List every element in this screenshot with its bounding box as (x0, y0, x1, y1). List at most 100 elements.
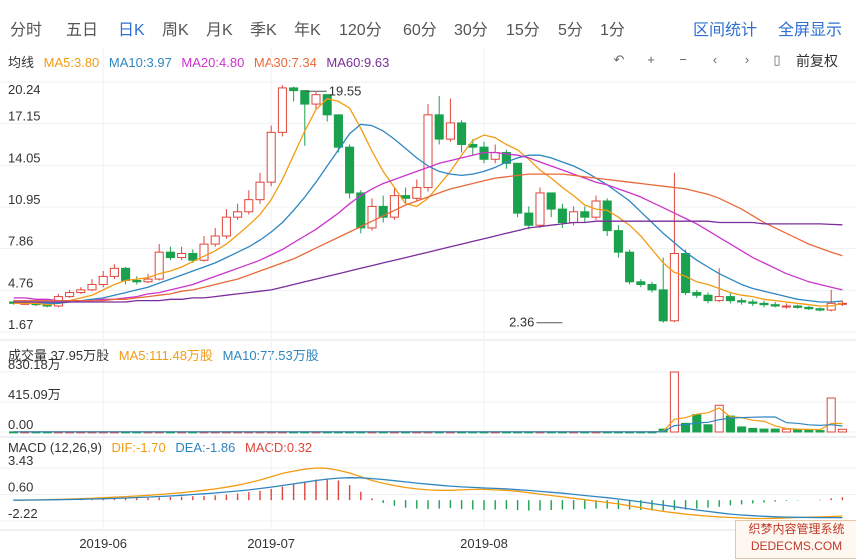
candle-body (333, 114, 343, 148)
candle-body (277, 87, 287, 133)
period-tab-2[interactable]: 日K (118, 22, 145, 39)
candle-body (535, 192, 545, 226)
candle-40 (457, 120, 467, 153)
period-tab-7[interactable]: 120分 (339, 22, 382, 39)
candle-24 (277, 85, 287, 137)
ma10-legend: MA10:3.97 (108, 55, 172, 70)
period-tab-6[interactable]: 年K (294, 22, 321, 39)
volume-legend-title: 成交量 37.95万股 (8, 348, 110, 363)
period-tab-8[interactable]: 60分 (403, 22, 437, 39)
date-tick-label: 2019-07 (247, 536, 295, 551)
candle-body (345, 146, 355, 194)
candle-65 (737, 297, 747, 305)
candle-35 (401, 187, 411, 204)
date-tick-label: 2019-08 (460, 536, 508, 551)
zoom-in-icon[interactable]: + (647, 52, 655, 67)
candle-55 (625, 249, 635, 285)
candle-body (87, 283, 97, 291)
date-tick-label: 2019-06 (79, 536, 127, 551)
volume-bar-66 (748, 427, 758, 433)
candle-body (65, 292, 75, 298)
candle-body (233, 211, 243, 218)
price-adjust-dropdown[interactable]: 前复权 (796, 53, 838, 69)
candle-62 (703, 292, 713, 304)
volume-ma10-line (13, 416, 843, 433)
candle-6 (76, 287, 86, 294)
period-tab-3[interactable]: 周K (162, 22, 189, 39)
price-ytick: 1.67 (8, 317, 33, 332)
candle-64 (725, 292, 735, 304)
price-legend-title: 均线 (8, 55, 35, 70)
candle-body (714, 296, 724, 302)
candle-28 (322, 94, 332, 122)
volume-ytick: 0.00 (8, 417, 33, 432)
period-tab-4[interactable]: 月K (206, 22, 233, 39)
candle-body (76, 289, 86, 294)
candle-body (221, 216, 231, 237)
candle-30 (345, 144, 355, 199)
chevron-right-icon[interactable]: › (744, 52, 750, 67)
fullscreen-link[interactable]: 全屏显示 (778, 22, 843, 39)
ma5-line (13, 97, 843, 307)
candle-body (199, 243, 209, 261)
undo-icon[interactable]: ↶ (613, 52, 625, 67)
period-tab-0[interactable]: 分时 (10, 22, 43, 39)
candle-19 (221, 209, 231, 239)
candle-71 (804, 306, 814, 311)
macd-legend: MACD (12,26,9) DIF:-1.70 DEA:-1.86 MACD:… (8, 440, 312, 455)
candle-body (423, 114, 433, 189)
price-ytick: 7.86 (8, 234, 33, 249)
ma30-legend: MA30:7.34 (253, 55, 317, 70)
candle-body (53, 296, 63, 307)
candle-body (759, 302, 769, 306)
candle-body (647, 283, 657, 291)
volume-bar-59 (669, 371, 679, 433)
ma60-line (13, 220, 843, 303)
period-tab-11[interactable]: 5分 (558, 22, 583, 39)
candle-37 (423, 104, 433, 192)
interval-stats-link[interactable]: 区间统计 (693, 22, 758, 39)
candle-43 (490, 144, 500, 164)
candle-body (625, 251, 635, 283)
chevron-left-icon[interactable]: ‹ (712, 52, 718, 67)
volume-bar-65 (737, 426, 747, 433)
period-tab-1[interactable]: 五日 (66, 22, 99, 39)
candle-type-icon[interactable]: ▯ (773, 52, 781, 67)
high-annotation: 19.55 (329, 83, 362, 98)
candle-38 (434, 96, 444, 145)
candle-body (546, 192, 556, 210)
candle-body (401, 195, 411, 199)
candle-67 (759, 300, 769, 308)
candle-34 (389, 187, 399, 220)
candle-body (445, 122, 455, 140)
period-tab-5[interactable]: 季K (250, 22, 277, 39)
macd-value-legend: MACD:0.32 (244, 440, 313, 455)
candle-47 (535, 187, 545, 228)
period-tab-12[interactable]: 1分 (600, 22, 625, 39)
candle-body (165, 251, 175, 259)
candle-body (412, 187, 422, 199)
candle-body (378, 205, 388, 218)
volume-bar-73 (826, 397, 836, 433)
candle-body (289, 87, 299, 92)
ma20-legend: MA20:4.80 (181, 55, 245, 70)
candle-body (524, 212, 534, 226)
period-tab-9[interactable]: 30分 (454, 22, 488, 39)
candle-33 (378, 195, 388, 223)
candle-56 (636, 279, 646, 288)
candle-20 (233, 203, 243, 220)
candle-51 (580, 206, 590, 223)
period-tab-10[interactable]: 15分 (506, 22, 540, 39)
candle-9 (109, 264, 119, 280)
candle-25 (289, 86, 299, 102)
volume-bar-70 (793, 429, 803, 433)
vol-ma10-legend: MA10:77.53万股 (222, 348, 319, 363)
candle-61 (692, 289, 702, 298)
candle-body (513, 162, 523, 214)
candle-body (804, 306, 814, 310)
candle-body (636, 281, 646, 285)
price-legend: 均线 MA5:3.80 MA10:3.97 MA20:4.80 MA30:7.3… (8, 52, 389, 71)
candle-46 (524, 206, 534, 230)
zoom-out-icon[interactable]: − (679, 52, 687, 67)
